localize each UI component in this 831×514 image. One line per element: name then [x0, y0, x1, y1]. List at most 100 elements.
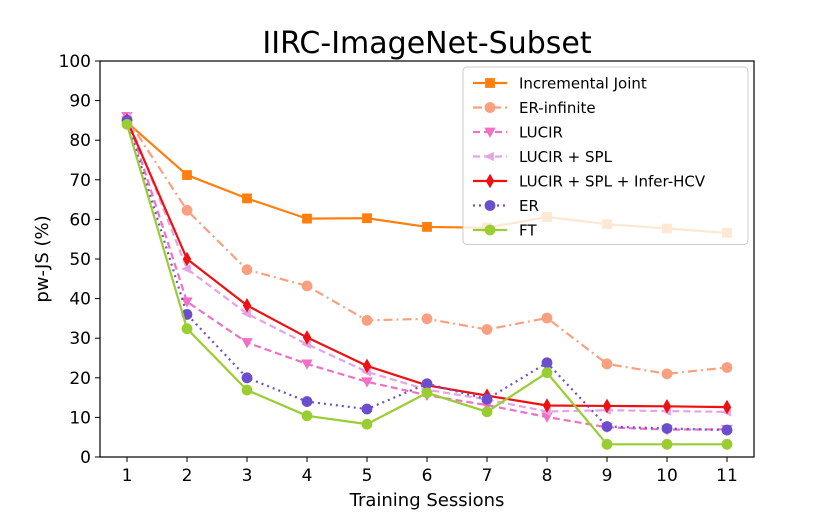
data-point-lucir-spl-infer-hcv: [182, 251, 192, 267]
legend-label: LUCIR + SPL: [519, 148, 613, 166]
data-point-lucir-spl-infer-hcv: [302, 330, 312, 345]
legend-entry-lucir-spl: LUCIR + SPL: [473, 148, 613, 166]
x-tick-label: 4: [302, 466, 313, 486]
data-point-er-infinite: [721, 362, 733, 373]
y-tick-label: 40: [69, 290, 91, 310]
data-point-lucir-spl-infer-hcv: [662, 399, 672, 414]
x-tick-label: 11: [716, 466, 738, 486]
data-point-ft: [181, 323, 193, 335]
x-axis-ticks: 1 2 3 4 5 6 7 8 9 10 11: [122, 457, 738, 486]
data-point-er: [541, 357, 553, 369]
x-tick-label: 5: [362, 466, 373, 486]
x-tick-label: 6: [422, 466, 433, 486]
data-point-ft: [301, 410, 313, 422]
data-point-lucir: [181, 297, 193, 308]
data-point-incremental-joint: [362, 213, 372, 224]
legend-label: LUCIR + SPL + Infer-HCV: [519, 173, 706, 191]
legend-entry-lucir-spl-infer-hcv: LUCIR + SPL + Infer-HCV: [473, 173, 706, 191]
data-point-incremental-joint: [242, 193, 252, 204]
data-point-er: [361, 403, 373, 415]
data-point-er-infinite: [481, 324, 493, 335]
y-tick-label: 50: [69, 250, 91, 270]
data-point-incremental-joint: [182, 170, 192, 180]
data-point-er-infinite: [361, 314, 373, 326]
data-point-er: [601, 421, 613, 432]
legend-marker: [485, 78, 495, 88]
y-axis-label: pw-JS (%): [32, 215, 53, 302]
data-point-incremental-joint: [422, 222, 432, 232]
legend-label: Incremental Joint: [519, 75, 647, 93]
data-point-lucir-spl: [181, 264, 191, 274]
y-tick-label: 20: [69, 369, 91, 389]
legend-marker: [485, 173, 495, 189]
legend-label: ER: [519, 197, 539, 215]
legend-entry-er-infinite: ER-infinite: [473, 99, 596, 117]
data-point-lucir-spl-infer-hcv: [722, 399, 732, 415]
legend: Incremental Joint ER-infinite LUCIR LUCIR +…: [462, 66, 749, 245]
data-point-ft: [241, 384, 253, 396]
data-point-lucir-spl-infer-hcv: [242, 298, 252, 313]
data-point-er: [481, 393, 493, 405]
x-axis-label: Training Sessions: [349, 490, 505, 511]
data-point-lucir: [301, 359, 313, 370]
data-point-ft: [361, 418, 373, 430]
data-point-er: [241, 372, 253, 384]
data-point-er-infinite: [541, 312, 553, 324]
data-point-ft: [541, 367, 553, 379]
x-tick-label: 2: [182, 466, 193, 486]
y-tick-label: 90: [69, 92, 91, 112]
data-point-er-infinite: [181, 204, 193, 216]
data-point-lucir: [241, 338, 253, 349]
data-point-lucir-spl-infer-hcv: [602, 398, 612, 414]
legend-entry-lucir: LUCIR: [473, 124, 563, 142]
data-point-er-infinite: [301, 280, 313, 292]
data-point-lucir-spl: [241, 309, 251, 319]
data-point-er: [721, 424, 733, 436]
y-tick-label: 60: [69, 210, 91, 230]
data-point-er-infinite: [421, 313, 433, 325]
legend-marker: [484, 224, 496, 236]
y-tick-label: 10: [69, 408, 91, 428]
data-point-er-infinite: [241, 264, 253, 276]
legend-marker: [484, 151, 494, 162]
data-point-lucir-spl-infer-hcv: [362, 358, 372, 374]
data-point-er-infinite: [601, 358, 613, 370]
data-point-lucir: [361, 377, 373, 388]
legend-label: ER-infinite: [519, 99, 596, 117]
data-point-er: [421, 378, 433, 390]
y-tick-label: 100: [59, 52, 91, 72]
legend-marker: [484, 200, 496, 211]
data-point-ft: [721, 438, 733, 450]
data-point-lucir-spl-infer-hcv: [542, 398, 552, 413]
data-point-incremental-joint: [302, 213, 312, 224]
data-point-ft: [481, 406, 493, 418]
legend-label: LUCIR: [519, 124, 563, 142]
y-tick-label: 70: [69, 171, 91, 191]
x-tick-label: 1: [122, 466, 133, 486]
legend-label: FT: [519, 222, 537, 240]
data-point-ft: [661, 438, 673, 450]
chart-title: IIRC-ImageNet-Subset: [262, 26, 591, 61]
legend-entry-er: ER: [473, 197, 539, 215]
legend-entry-ft: FT: [473, 222, 537, 240]
x-tick-label: 8: [542, 466, 553, 486]
x-tick-label: 10: [656, 466, 678, 486]
legend-marker: [484, 127, 496, 138]
data-point-er: [301, 396, 313, 407]
data-point-ft: [601, 438, 613, 450]
y-tick-label: 80: [69, 131, 91, 151]
data-point-er-infinite: [661, 368, 673, 380]
y-tick-label: 30: [69, 329, 91, 349]
x-tick-label: 7: [482, 466, 493, 486]
data-point-er: [661, 423, 673, 434]
data-point-ft: [121, 118, 133, 130]
series-er-infinite: [121, 113, 733, 380]
y-axis-ticks: 0 10 20 30 40 50 60 70 80 90 100: [59, 52, 100, 468]
x-tick-label: 9: [602, 466, 613, 486]
legend-entry-incremental-joint: Incremental Joint: [473, 75, 647, 93]
series-ft: [121, 118, 733, 450]
y-tick-label: 0: [80, 448, 91, 468]
plot-frame: [99, 60, 755, 458]
x-tick-label: 3: [242, 466, 253, 486]
